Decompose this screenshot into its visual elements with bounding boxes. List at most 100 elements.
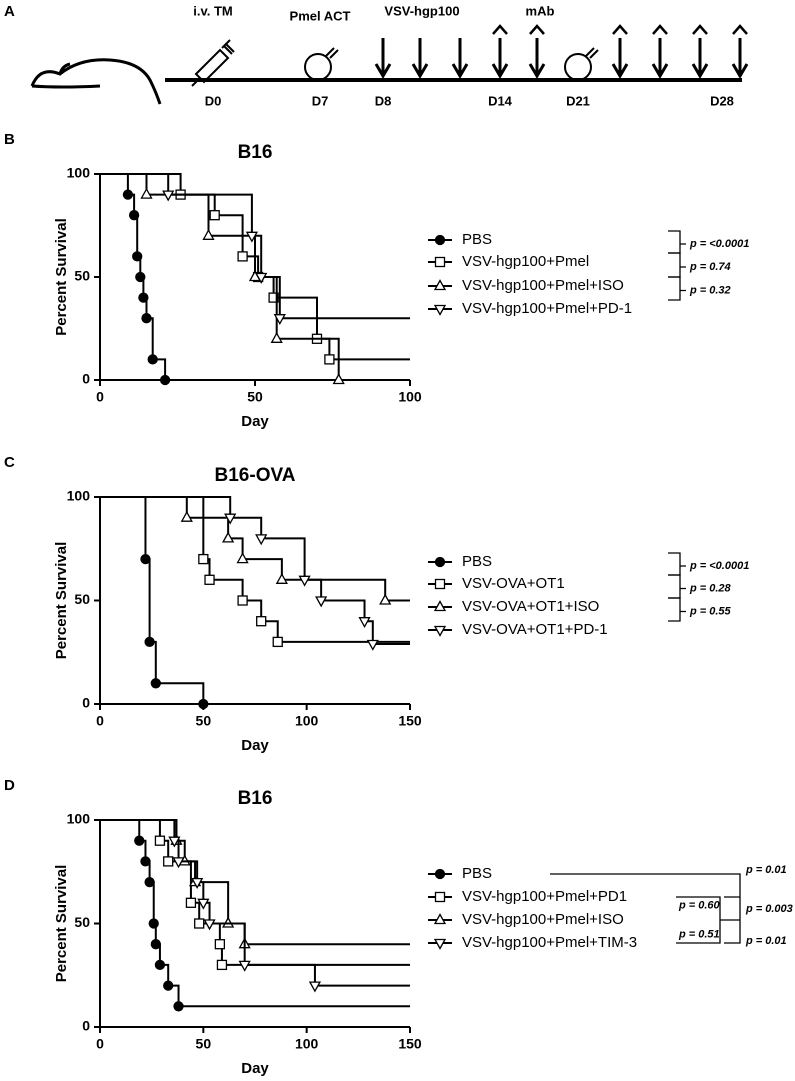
marker bbox=[434, 256, 446, 268]
marker bbox=[379, 593, 392, 605]
bracket bbox=[668, 574, 686, 599]
marker bbox=[154, 835, 166, 846]
y-tick-label: 0 bbox=[82, 695, 90, 711]
marker bbox=[128, 210, 140, 221]
x-axis-title: Day bbox=[241, 737, 269, 754]
survival-line bbox=[100, 496, 410, 645]
legend-label: VSV-OVA+OT1+ISO bbox=[462, 598, 599, 615]
marker bbox=[180, 510, 193, 522]
marker bbox=[134, 835, 145, 846]
p-value: p = 0.003 bbox=[745, 903, 793, 915]
marker bbox=[122, 189, 134, 200]
x-tick-label: 150 bbox=[398, 1036, 422, 1052]
marker bbox=[147, 354, 158, 365]
y-tick-label: 100 bbox=[67, 165, 91, 181]
x-tick-label: 100 bbox=[295, 713, 319, 729]
y-tick-label: 100 bbox=[67, 811, 91, 827]
marker bbox=[163, 856, 174, 867]
legend-label: VSV-hgp100+Pmel+TIM-3 bbox=[462, 934, 637, 951]
marker bbox=[222, 531, 235, 543]
panel-label: D bbox=[4, 777, 15, 794]
legend-label: VSV-OVA+OT1+PD-1 bbox=[462, 621, 608, 638]
marker bbox=[191, 877, 204, 889]
y-axis-title: Percent Survival bbox=[53, 865, 70, 983]
bracket bbox=[668, 230, 686, 254]
marker bbox=[433, 938, 447, 950]
x-axis-title: Day bbox=[241, 413, 269, 430]
marker bbox=[144, 636, 155, 648]
legend-label: VSV-hgp100+Pmel+ISO bbox=[462, 277, 624, 294]
p-value: p = 0.60 bbox=[678, 899, 721, 911]
timeline-label: VSV-hgp100 bbox=[384, 3, 459, 18]
marker bbox=[141, 313, 152, 324]
cell-icon bbox=[564, 47, 599, 81]
x-tick-label: 0 bbox=[96, 1036, 104, 1052]
day-label: D21 bbox=[566, 93, 590, 108]
mouse-icon bbox=[30, 58, 162, 105]
marker bbox=[324, 354, 335, 365]
survival-line bbox=[100, 819, 410, 987]
bracket bbox=[668, 597, 686, 622]
marker bbox=[434, 578, 446, 590]
bracket bbox=[550, 873, 741, 944]
marker bbox=[433, 304, 447, 316]
x-tick-label: 100 bbox=[295, 1036, 319, 1052]
legend-label: PBS bbox=[462, 553, 492, 570]
marker bbox=[433, 279, 447, 291]
marker bbox=[238, 960, 251, 972]
marker bbox=[255, 534, 268, 546]
marker bbox=[433, 913, 447, 925]
survival-line bbox=[100, 173, 167, 380]
y-axis-title: Percent Survival bbox=[53, 542, 70, 660]
marker bbox=[434, 234, 446, 246]
p-value: p = 0.32 bbox=[689, 284, 731, 296]
timeline-label: Pmel ACT bbox=[290, 8, 351, 23]
cell-icon bbox=[304, 47, 339, 81]
marker bbox=[150, 939, 161, 950]
marker bbox=[198, 553, 209, 565]
injection-arrows bbox=[374, 38, 749, 79]
x-tick-label: 0 bbox=[96, 713, 104, 729]
marker bbox=[237, 251, 248, 262]
marker bbox=[434, 891, 446, 903]
x-tick-label: 50 bbox=[196, 713, 212, 729]
survival-line bbox=[100, 496, 410, 602]
marker bbox=[275, 572, 288, 584]
day-label: D7 bbox=[312, 93, 329, 108]
marker bbox=[140, 187, 153, 199]
marker bbox=[245, 231, 259, 243]
x-tick-label: 150 bbox=[398, 713, 422, 729]
marker bbox=[135, 271, 146, 283]
p-value: p = 0.01 bbox=[745, 935, 787, 947]
legend-label: VSV-hgp100+Pmel bbox=[462, 253, 589, 270]
marker bbox=[272, 636, 283, 648]
x-axis-title: Day bbox=[241, 1060, 269, 1077]
marker bbox=[214, 939, 226, 950]
x-tick-label: 0 bbox=[96, 389, 104, 405]
marker bbox=[237, 595, 248, 606]
marker bbox=[172, 857, 185, 869]
chart-title: B16-OVA bbox=[215, 465, 296, 486]
p-value: p = <0.0001 bbox=[689, 238, 749, 250]
timeline bbox=[30, 24, 749, 105]
x-tick-label: 50 bbox=[196, 1036, 212, 1052]
marker bbox=[140, 553, 151, 565]
marker bbox=[209, 210, 220, 221]
y-axis-title: Percent Survival bbox=[53, 218, 70, 336]
marker bbox=[203, 919, 216, 931]
marker bbox=[224, 513, 237, 525]
chart-title: B16 bbox=[238, 142, 273, 163]
marker bbox=[194, 918, 205, 929]
panel-label: C bbox=[4, 454, 15, 471]
y-tick-label: 100 bbox=[67, 488, 91, 504]
bracket bbox=[668, 252, 686, 278]
marker bbox=[315, 596, 328, 608]
marker bbox=[298, 575, 311, 587]
marker bbox=[163, 980, 174, 991]
p-value: p = 0.55 bbox=[689, 605, 732, 617]
marker bbox=[198, 698, 209, 710]
legend-label: PBS bbox=[462, 231, 492, 248]
survival-line bbox=[100, 496, 205, 704]
legend-label: VSV-hgp100+Pmel+PD1 bbox=[462, 888, 627, 905]
